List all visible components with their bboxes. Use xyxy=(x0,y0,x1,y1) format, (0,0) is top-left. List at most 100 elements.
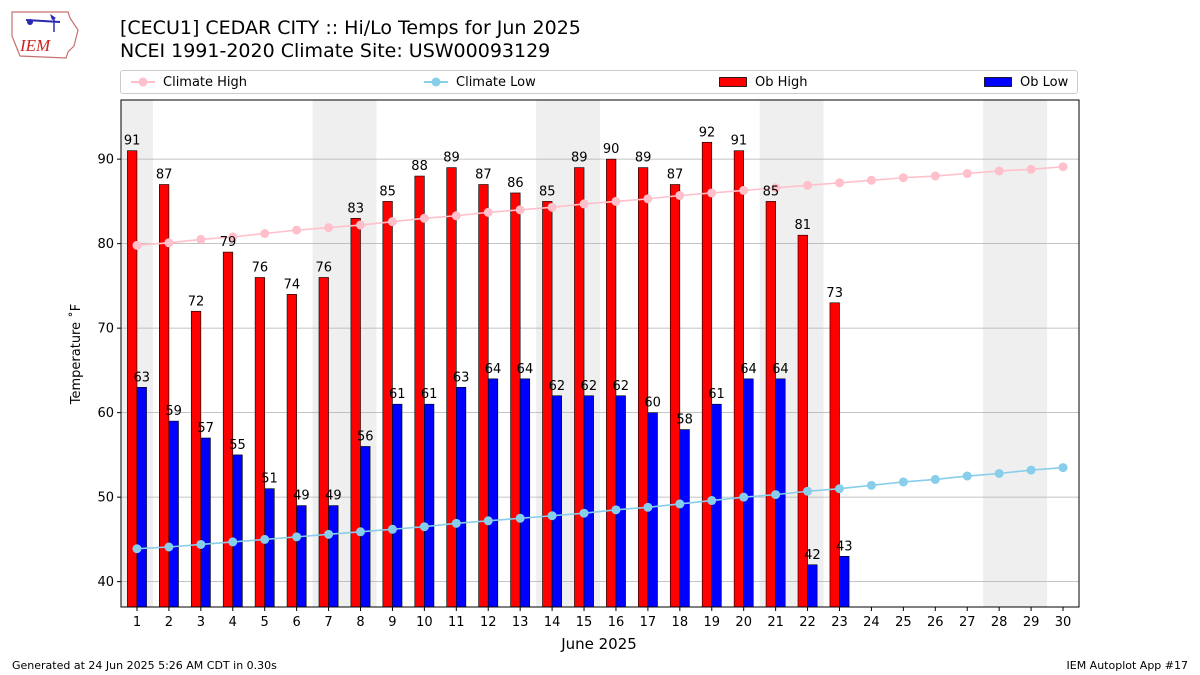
ob-low-label-13: 64 xyxy=(517,362,534,377)
ob-high-label-20: 91 xyxy=(731,134,748,149)
y-tick-label-50: 50 xyxy=(97,491,114,506)
climate-lines xyxy=(132,162,1068,554)
climate-high-point-28 xyxy=(994,166,1004,176)
ob-high-label-15: 89 xyxy=(571,151,588,166)
ob-low-label-16: 62 xyxy=(612,379,629,394)
ob-high-label-5: 76 xyxy=(252,260,269,275)
climate-high-point-6 xyxy=(292,225,302,235)
climate-high-point-21 xyxy=(771,183,781,193)
ob-low-label-7: 49 xyxy=(325,489,342,504)
y-tick-label-60: 60 xyxy=(97,406,114,421)
climate-low-point-25 xyxy=(898,477,908,487)
climate-high-point-11 xyxy=(451,211,461,221)
climate-high-point-17 xyxy=(643,194,653,204)
climate-low-point-2 xyxy=(164,542,174,552)
climate-high-point-1 xyxy=(132,240,142,250)
climate-high-point-20 xyxy=(739,185,749,195)
climate-low-point-17 xyxy=(643,502,653,512)
x-tick-label-11: 11 xyxy=(448,615,465,630)
ob-high-label-3: 72 xyxy=(188,294,205,309)
legend-item-ob-low: Ob Low xyxy=(984,71,1068,93)
x-tick-label-9: 9 xyxy=(388,615,396,630)
legend-swatch-climate-high xyxy=(131,77,155,87)
x-tick-label-12: 12 xyxy=(480,615,497,630)
climate-high-point-16 xyxy=(611,196,621,206)
x-tick-label-22: 22 xyxy=(799,615,816,630)
ob-low-label-4: 55 xyxy=(229,438,246,453)
x-tick-label-14: 14 xyxy=(544,615,561,630)
ob-high-bar-9 xyxy=(382,201,393,608)
climate-low-point-16 xyxy=(611,505,621,515)
climate-low-point-3 xyxy=(196,539,206,549)
legend-label-ob-high: Ob High xyxy=(755,74,808,90)
x-tick-label-7: 7 xyxy=(324,615,332,630)
ob-low-label-3: 57 xyxy=(197,421,214,436)
x-tick-label-13: 13 xyxy=(512,615,529,630)
legend-label-ob-low: Ob Low xyxy=(1020,74,1069,90)
ob-low-label-18: 58 xyxy=(676,413,693,428)
ob-high-label-17: 89 xyxy=(635,151,652,166)
x-tick-label-25: 25 xyxy=(895,615,912,630)
climate-high-point-19 xyxy=(707,188,717,198)
ob-low-bar-15 xyxy=(583,395,594,608)
climate-high-point-29 xyxy=(1026,164,1036,174)
ob-high-bar-21 xyxy=(765,201,776,608)
x-tick-label-6: 6 xyxy=(292,615,300,630)
x-tick-label-30: 30 xyxy=(1055,615,1072,630)
ob-high-bar-8 xyxy=(350,218,361,608)
ob-high-bar-7 xyxy=(318,277,329,608)
ob-high-bar-23 xyxy=(829,302,840,608)
ob-high-label-18: 87 xyxy=(667,168,684,183)
ob-low-bar-11 xyxy=(455,386,467,608)
ob-low-bar-19 xyxy=(711,403,722,608)
ob-low-bar-3 xyxy=(200,437,211,608)
ob-high-label-21: 85 xyxy=(763,184,780,199)
svg-text:IEM: IEM xyxy=(19,36,51,55)
ob-high-bar-17 xyxy=(638,167,649,608)
ob-low-label-8: 56 xyxy=(357,429,374,444)
climate-low-point-9 xyxy=(387,524,397,534)
climate-high-point-22 xyxy=(803,180,813,190)
x-tick-label-27: 27 xyxy=(959,615,976,630)
ob-low-bar-10 xyxy=(424,403,435,608)
x-tick-label-10: 10 xyxy=(416,615,433,630)
ob-high-label-1: 91 xyxy=(124,134,141,149)
climate-high-point-13 xyxy=(515,205,525,215)
legend-swatch-climate-low xyxy=(424,77,448,87)
ob-high-bar-11 xyxy=(446,167,457,608)
ob-high-bar-18 xyxy=(669,184,681,608)
climate-high-point-9 xyxy=(387,217,397,227)
ob-low-bar-7 xyxy=(328,505,339,608)
ob-high-bar-20 xyxy=(733,150,744,608)
climate-low-point-24 xyxy=(866,480,876,490)
ob-low-bar-18 xyxy=(679,429,690,608)
plot-frame xyxy=(120,99,1080,608)
climate-high-point-24 xyxy=(866,175,876,185)
climate-high-point-27 xyxy=(962,169,972,179)
ob-high-bar-14 xyxy=(542,201,553,608)
chart-title-line1: [CECU1] CEDAR CITY :: Hi/Lo Temps for Ju… xyxy=(120,17,581,39)
ob-low-bar-14 xyxy=(551,395,562,608)
climate-high-line xyxy=(136,165,1064,247)
chart-legend: Climate High Climate Low Ob High Ob Low xyxy=(120,70,1078,94)
ob-low-label-20: 64 xyxy=(740,362,757,377)
x-tick-label-21: 21 xyxy=(767,615,784,630)
ob-high-bar-19 xyxy=(701,141,713,608)
climate-low-point-22 xyxy=(803,486,813,496)
climate-low-point-29 xyxy=(1026,465,1036,475)
y-tick-label-80: 80 xyxy=(97,237,114,252)
legend-label-climate-low: Climate Low xyxy=(456,74,536,90)
ob-high-label-4: 79 xyxy=(220,235,237,250)
ob-high-label-10: 88 xyxy=(411,159,428,174)
ob-high-label-7: 76 xyxy=(316,260,333,275)
ob-low-bar-8 xyxy=(360,446,371,608)
x-tick-label-17: 17 xyxy=(640,615,657,630)
climate-low-point-1 xyxy=(132,544,142,554)
ob-low-label-6: 49 xyxy=(293,489,310,504)
ob-high-label-13: 86 xyxy=(507,176,524,191)
legend-swatch-ob-high xyxy=(719,77,747,87)
climate-high-point-30 xyxy=(1058,162,1068,172)
ob-high-label-6: 74 xyxy=(284,277,301,292)
ob-low-bar-6 xyxy=(296,505,307,608)
